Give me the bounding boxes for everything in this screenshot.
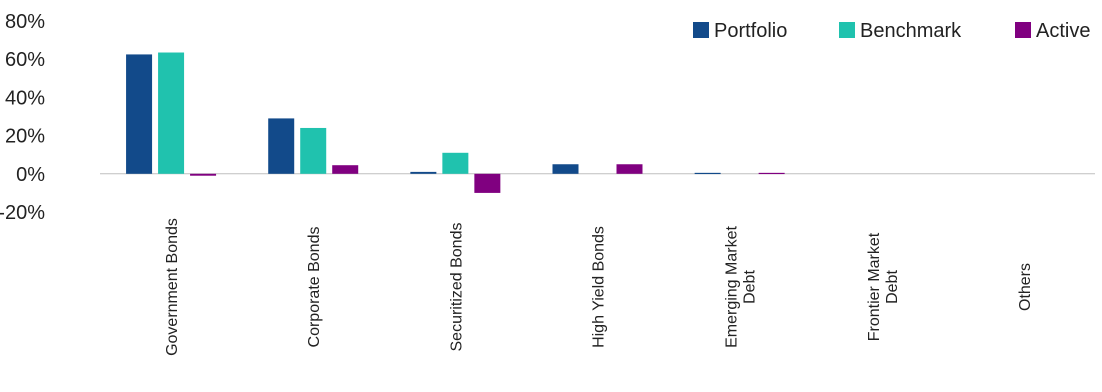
legend: Portfolio Benchmark Active [693,20,1090,42]
y-axis: 80% 60% 40% 20% 0% -20% [0,11,45,224]
bar-benchmark-2 [442,152,469,174]
bar-benchmark-1 [300,127,327,174]
x-category-label: Government Bonds [164,218,181,356]
legend-label-active: Active [1036,20,1090,42]
bar-series [126,52,785,193]
x-category-label: Frontier MarketDebt [866,232,901,341]
x-category-label-line: Emerging Market [724,226,741,348]
legend-label-benchmark: Benchmark [860,20,962,42]
x-category-label: High Yield Bonds [591,226,608,348]
x-category-label-line: Government Bonds [164,218,181,356]
bar-portfolio-4 [694,172,721,175]
x-category-label-line: Debt [742,270,759,304]
x-category-label-line: High Yield Bonds [591,226,608,348]
x-category-label-line: Securitized Bonds [448,223,465,352]
bar-active-1 [332,165,359,174]
bar-portfolio-3 [552,164,579,174]
x-category-label: Emerging MarketDebt [724,226,759,348]
bar-active-0 [190,173,217,176]
bar-portfolio-0 [126,54,153,174]
x-axis: Government Bonds Corporate Bonds Securitiz… [164,218,1034,356]
y-tick-label: 40% [5,87,45,109]
x-category-label-line: Others [1017,263,1034,311]
legend-label-portfolio: Portfolio [714,20,787,42]
bar-portfolio-2 [410,171,437,174]
x-category-label-line: Debt [884,270,901,304]
y-tick-label: -20% [0,202,45,224]
y-tick-label: 0% [16,164,45,186]
bar-portfolio-1 [268,118,295,174]
x-category-label: Securitized Bonds [448,223,465,352]
bar-active-2 [474,173,501,193]
y-tick-label: 20% [5,126,45,148]
y-tick-label: 60% [5,49,45,71]
legend-swatch-benchmark [839,22,855,38]
x-category-label-line: Frontier Market [866,232,883,341]
legend-swatch-active [1015,22,1031,38]
bar-benchmark-0 [158,52,185,174]
x-category-label: Others [1017,263,1034,311]
bar-active-3 [616,164,643,174]
x-category-label: Corporate Bonds [306,227,323,348]
x-category-label-line: Corporate Bonds [306,227,323,348]
y-tick-label: 80% [5,11,45,33]
bar-active-4 [758,172,785,175]
legend-swatch-portfolio [693,22,709,38]
